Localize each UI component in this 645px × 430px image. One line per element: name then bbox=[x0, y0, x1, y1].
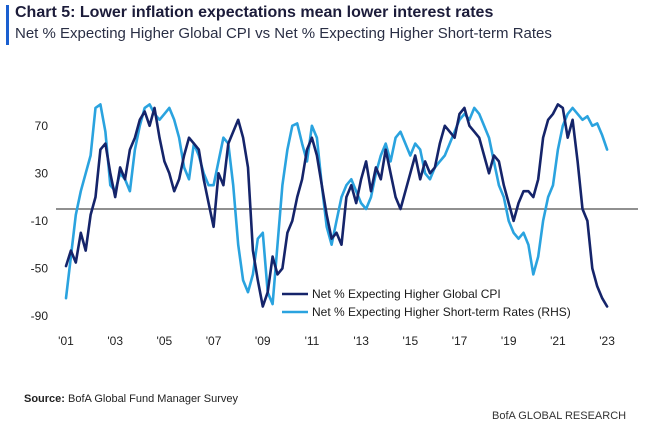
x-tick-label: '23 bbox=[599, 334, 615, 348]
legend-label-global-cpi: Net % Expecting Higher Global CPI bbox=[312, 287, 501, 301]
y-tick-label: -50 bbox=[31, 261, 49, 275]
x-tick-label: '21 bbox=[550, 334, 566, 348]
series-line-short-term-rates bbox=[64, 103, 609, 306]
x-tick-label: '09 bbox=[255, 334, 271, 348]
x-tick-label: '15 bbox=[403, 334, 419, 348]
title-accent-bar bbox=[6, 5, 9, 45]
series-lines bbox=[64, 103, 609, 308]
x-tick-label: '07 bbox=[206, 334, 222, 348]
chart-subtitle: Net % Expecting Higher Global CPI vs Net… bbox=[15, 25, 552, 42]
x-tick-label: '11 bbox=[305, 334, 320, 348]
y-tick-label: -10 bbox=[31, 214, 49, 228]
source-label: Source: bbox=[24, 393, 65, 405]
y-tick-label: -90 bbox=[31, 309, 49, 323]
legend: Net % Expecting Higher Global CPI Net % E… bbox=[282, 287, 571, 319]
x-tick-label: '01 bbox=[58, 334, 74, 348]
y-axis: 70 30 -10 -50 -90 bbox=[31, 119, 49, 323]
x-tick-label: '13 bbox=[353, 334, 369, 348]
legend-label-short-term-rates: Net % Expecting Higher Short-term Rates … bbox=[312, 305, 571, 319]
x-tick-label: '03 bbox=[107, 334, 123, 348]
x-axis: '01 '03 '05 '07 '09 '11 '13 '15 '17 '19 '21 '23 bbox=[58, 334, 615, 348]
chart-title: Chart 5: Lower inflation expectations me… bbox=[15, 4, 494, 21]
x-tick-label: '19 bbox=[501, 334, 517, 348]
x-tick-label: '05 bbox=[157, 334, 173, 348]
brand-footer: BofA GLOBAL RESEARCH bbox=[492, 410, 627, 422]
x-tick-label: '17 bbox=[452, 334, 468, 348]
y-tick-label: 70 bbox=[35, 119, 49, 133]
source-text: BofA Global Fund Manager Survey bbox=[68, 393, 239, 405]
series-line-global-cpi bbox=[64, 103, 609, 308]
y-tick-label: 30 bbox=[35, 166, 49, 180]
source-note: Source: BofA Global Fund Manager Survey bbox=[24, 393, 238, 405]
